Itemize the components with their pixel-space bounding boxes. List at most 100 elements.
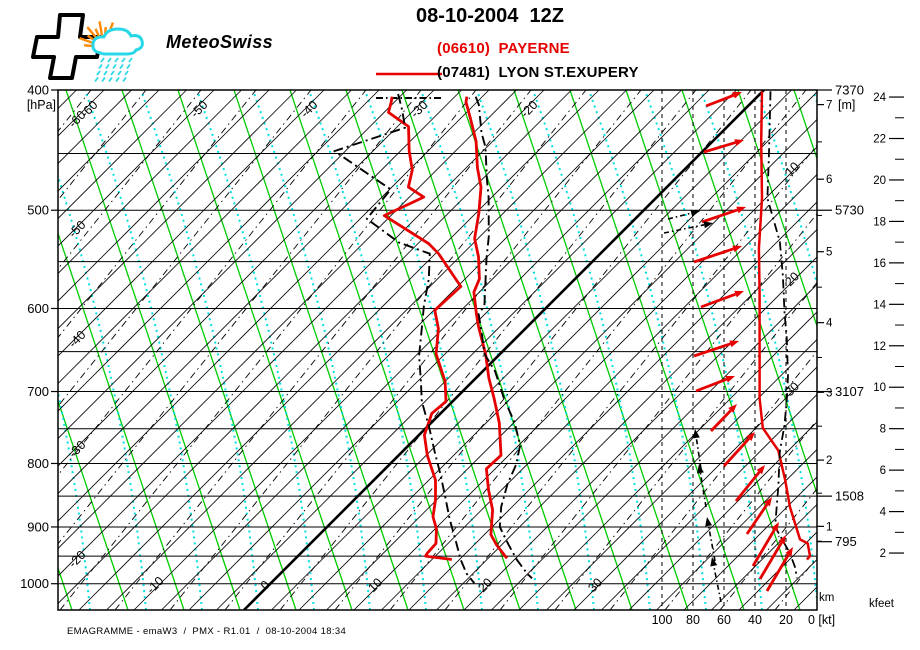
isotherm-line: [711, 503, 817, 610]
meteoswiss-logo: [30, 8, 160, 88]
aux-dashdot-line: [609, 350, 817, 610]
legend-station-name: PAYERNE: [498, 39, 570, 57]
wind-arrow-head: [785, 547, 793, 557]
isotherm-line: [58, 90, 105, 137]
isotherm-line: [58, 90, 352, 385]
dry-adiabat-line: [121, 90, 297, 610]
legend-row-payerne: (06610) PAYERNE: [357, 39, 570, 76]
wind-arrow-shaft: [751, 529, 776, 567]
aux-dashdot-line: [224, 90, 642, 610]
kfeet-tick-label: 18: [873, 216, 886, 228]
aux-dashdot-line: [58, 90, 367, 476]
wind-arrow-head: [696, 464, 704, 474]
legend-row-lyon: (07481) LYON ST.EXUPERY: [357, 63, 639, 99]
isotherm-line: [381, 173, 817, 610]
wind-arrow-head: [728, 404, 737, 413]
wind-arrow-head: [705, 517, 713, 527]
isotherm-line: [58, 90, 297, 330]
height-label-m: 7370: [835, 83, 864, 98]
height-label-m: 795: [835, 534, 857, 549]
rain-drop: [115, 76, 120, 83]
rain-drop: [126, 63, 131, 70]
isotherm-value-label: -10: [144, 574, 167, 597]
km-tick-label: 1: [826, 521, 832, 533]
wind-arrow-shaft: [707, 525, 716, 562]
aux-dashdot-line: [334, 90, 752, 610]
isotherm-line: [628, 421, 817, 610]
aux-dashdot-line: [444, 144, 817, 610]
isotherm-line: [58, 90, 242, 275]
wind-arrow-head: [734, 290, 744, 298]
wind-kt-label: 60: [717, 613, 731, 627]
wind-kt-label: 80: [686, 613, 700, 627]
aux-dashdot-line: [59, 90, 477, 610]
rain-drop: [110, 70, 115, 76]
wind-arrow-shaft: [667, 212, 692, 220]
isotherm-line: [58, 90, 380, 412]
pressure-tick-label: 700: [27, 384, 49, 399]
isotherm-line: [78, 90, 600, 610]
isotherm-line: [58, 90, 490, 522]
kfeet-tick-label: 12: [873, 341, 886, 353]
rain-drop: [114, 57, 119, 63]
dry-adiabat-line: [906, 90, 920, 610]
isotherm-value-label: 10: [782, 159, 802, 179]
aux-dashdot-line: [114, 90, 532, 610]
km-tick-label: 5: [826, 247, 832, 259]
km-tick-label: 6: [826, 174, 832, 186]
isotherm-line: [58, 90, 517, 550]
dry-adiabat-line: [177, 90, 353, 610]
legend-station-id: (06610): [437, 39, 491, 57]
curve-payerne-temperature: [464, 96, 509, 560]
pressure-tick-label: 600: [27, 301, 49, 316]
wind-arrow-head: [729, 340, 739, 348]
sun-ray: [98, 21, 104, 39]
kfeet-axis-unit: kfeet: [869, 598, 895, 610]
isotherm-line: [326, 118, 817, 610]
kfeet-tick-label: 16: [873, 258, 886, 270]
rain-drop: [124, 70, 129, 76]
background-grid: [58, 90, 920, 610]
aux-dashdot-line: [719, 488, 817, 610]
page-title: 08-10-2004 12Z: [416, 5, 564, 27]
isotherm-line: [601, 393, 817, 610]
rain-drop: [108, 76, 113, 83]
wind-arrow-head: [746, 432, 755, 442]
height-label-m: 3107: [835, 384, 864, 399]
kfeet-tick-label: 10: [873, 382, 886, 394]
wind-arrow-head: [764, 497, 772, 507]
wind-arrow-shaft: [695, 377, 728, 393]
wind-kt-label: 40: [748, 613, 762, 627]
rain-drop: [112, 63, 117, 70]
wind-arrow-shaft: [709, 409, 732, 432]
aux-dashdot-line: [279, 90, 697, 610]
aux-dashdot-line: [58, 90, 422, 545]
pressure-tick-label: 1000: [20, 576, 49, 591]
wind-arrow-shaft: [695, 437, 702, 470]
wind-arrow-head: [690, 209, 700, 217]
wind-arrow-head: [771, 522, 779, 532]
rain-drop: [119, 63, 124, 70]
isotherm-line: [58, 90, 215, 247]
wind-arrow-shaft: [705, 93, 735, 108]
pressure-tick-label: 500: [27, 203, 49, 218]
isotherm-line: [106, 90, 627, 610]
rain-drop: [128, 57, 133, 63]
legend-line-dashdot-icon: [357, 70, 442, 99]
isotherm-line: [188, 90, 710, 610]
wind-arrow-shaft: [765, 554, 790, 592]
wind-arrow-shaft: [745, 503, 769, 535]
wind-arrow-head: [703, 221, 713, 229]
wind-arrow-head: [710, 557, 718, 567]
isotherm-line: [353, 146, 817, 610]
kfeet-tick-label: 6: [880, 465, 886, 477]
wind-arrow-head: [732, 245, 742, 253]
kfeet-tick-label: 4: [880, 507, 887, 519]
meteoswiss-logo-graphic: [31, 13, 144, 83]
height-label-m: 1508: [835, 489, 864, 504]
isotherm-line: [58, 90, 572, 605]
isotherm-line: [271, 90, 792, 610]
isotherm-value-label: 30: [782, 379, 802, 399]
